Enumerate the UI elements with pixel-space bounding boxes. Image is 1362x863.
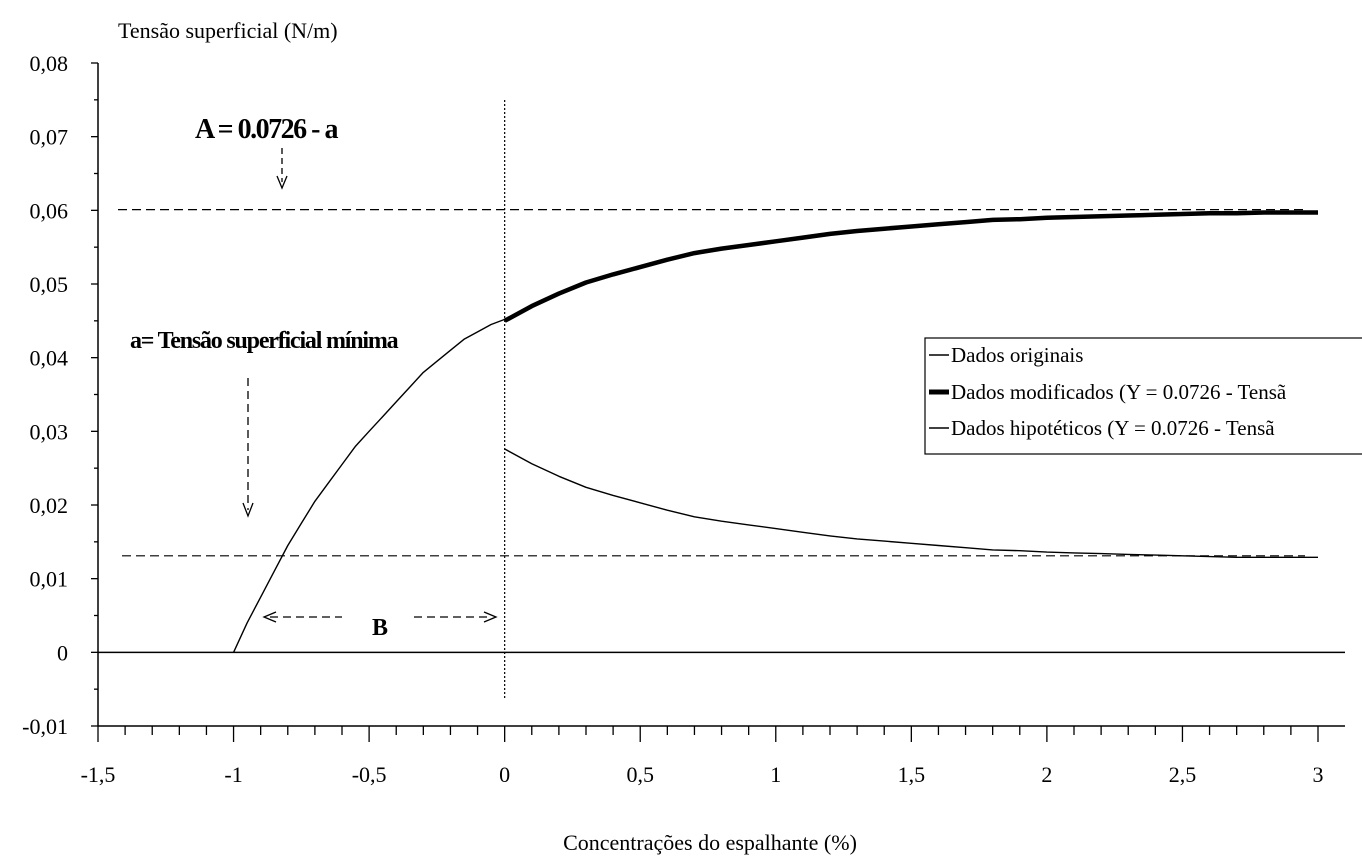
arrow-a-head (242, 502, 254, 518)
y-tick-label: 0 (57, 640, 68, 665)
x-tick-label: -1,5 (81, 762, 116, 787)
annotation-a: a= Tensão superficial mínima (130, 328, 399, 354)
legend-label-modificados: Dados modificados (Y = 0.0726 - Tensã (951, 380, 1287, 404)
legend-box (924, 337, 1362, 455)
y-tick-label: 0,07 (30, 125, 69, 150)
reference-lines (118, 100, 1305, 700)
legend: Dados originais Dados modificados (Y = 0… (924, 337, 1362, 455)
y-tick-label: 0,06 (30, 198, 69, 223)
legend-label-hipoteticos: Dados hipotéticos (Y = 0.0726 - Tensã (951, 416, 1275, 440)
annotation-B: B (372, 615, 388, 641)
x-tick-label: 3 (1313, 762, 1324, 787)
y-tick-label: 0,08 (30, 51, 69, 76)
x-tick-label: 0 (499, 762, 510, 787)
y-tick-label: 0,02 (30, 493, 69, 518)
arrow-B-right-head (483, 611, 498, 623)
y-axis-title: Tensão superficial (N/m) (118, 18, 338, 43)
y-tick-label: 0,04 (30, 346, 69, 371)
legend-label-originais: Dados originais (951, 343, 1083, 367)
y-tick-label: 0,01 (30, 567, 69, 592)
y-tick-label: 0,05 (30, 272, 69, 297)
series-line-1 (503, 210, 1318, 323)
annotation-A: A = 0.0726 - a (195, 114, 338, 145)
ticks: -0,01 0 0,01 0,02 0,03 0,04 0,05 0,06 0,07 0,08 -1… (22, 51, 1323, 787)
x-tick-label: 2,5 (1169, 762, 1197, 787)
x-tick-label: 0,5 (626, 762, 654, 787)
x-tick-label: -1 (224, 762, 242, 787)
x-tick-label: -0,5 (352, 762, 387, 787)
y-tick-label: 0,03 (30, 419, 69, 444)
x-axis-title: Concentrações do espalhante (%) (563, 830, 857, 855)
series-group (232, 210, 1318, 653)
y-tick-label: -0,01 (22, 714, 68, 739)
arrow-A-head (276, 175, 288, 190)
x-tick-label: 1,5 (898, 762, 926, 787)
arrow-B-left-head (262, 611, 277, 623)
series-line-2 (504, 448, 1318, 558)
x-tick-label: 2 (1041, 762, 1052, 787)
series-line-0 (232, 318, 505, 653)
x-tick-label: 1 (770, 762, 781, 787)
